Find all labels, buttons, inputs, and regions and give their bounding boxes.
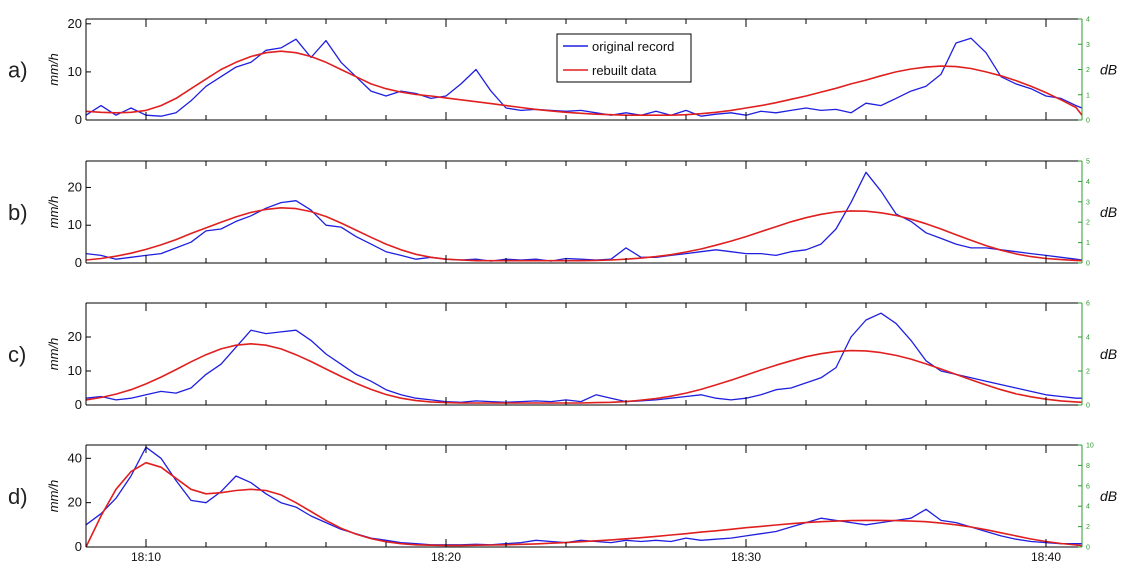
- legend: original record rebuilt data: [556, 33, 692, 83]
- panel-label: b): [8, 200, 28, 225]
- original-record-line: [85, 171, 1083, 262]
- y-tick-label: 0: [75, 255, 82, 270]
- rebuilt-data-line: [85, 207, 1083, 262]
- y-tick-label: 0: [75, 112, 82, 127]
- y-right-tick-label: 0: [1086, 261, 1090, 268]
- y-right-tick-label: 2: [1086, 524, 1090, 531]
- legend-box: [556, 33, 692, 83]
- panel-label: c): [8, 342, 26, 367]
- x-tick-label: 18:30: [731, 550, 761, 563]
- y-axis-label-right: dB: [1100, 346, 1117, 362]
- y-right-tick-label: 4: [1086, 179, 1090, 186]
- y-right-tick-label: 6: [1086, 483, 1090, 490]
- panel-d: 0 20 40 0 2 4 6 8 10 d) mm/h dB: [8, 443, 1117, 555]
- y-axis-label: mm/h: [46, 196, 61, 229]
- y-right-tick-label: 0: [1086, 118, 1090, 125]
- y-axis-label-right: dB: [1100, 488, 1117, 504]
- y-axis-label-right: dB: [1100, 62, 1117, 78]
- panel-c: 0 10 20 0 2 4 6 c) mm/h dB: [8, 301, 1117, 413]
- rebuilt-data-line: [85, 343, 1083, 404]
- legend-label-rebuilt: rebuilt data: [592, 63, 657, 78]
- y-tick-label: 0: [75, 397, 82, 412]
- y-axis-label: mm/h: [46, 480, 61, 513]
- y-tick-label: 20: [68, 179, 82, 194]
- panel-label: d): [8, 484, 28, 509]
- y-right-tick-label: 4: [1086, 504, 1090, 511]
- y-tick-label: 10: [68, 217, 82, 232]
- y-right-tick-label: 3: [1086, 199, 1090, 206]
- legend-label-original: original record: [592, 39, 674, 54]
- y-right-tick-label: 1: [1086, 92, 1090, 99]
- y-right-tick-label: 1: [1086, 240, 1090, 247]
- y-tick-label: 20: [68, 495, 82, 510]
- panel-b: 0 10 20 0 1 2 3 4 5 b) mm/h dB: [8, 159, 1117, 271]
- y-tick-label: 20: [68, 329, 82, 344]
- y-tick-label: 20: [68, 16, 82, 31]
- y-tick-label: 10: [68, 64, 82, 79]
- rebuilt-data-line: [85, 461, 1083, 548]
- y-tick-label: 0: [75, 539, 82, 554]
- y-right-tick-label: 6: [1086, 301, 1090, 308]
- rebuilt-data-line: [85, 50, 1083, 116]
- y-axis-label: mm/h: [46, 338, 61, 371]
- x-tick-label: 18:10: [131, 550, 161, 563]
- original-record-line: [85, 446, 1082, 546]
- x-tick-label: 18:40: [1031, 550, 1061, 563]
- y-right-tick-label: 2: [1086, 220, 1090, 227]
- y-right-tick-label: 4: [1086, 335, 1090, 342]
- y-axis-label: mm/h: [46, 53, 61, 86]
- y-axis-label-right: dB: [1100, 204, 1117, 220]
- panel-label: a): [8, 58, 28, 83]
- panel-a: 0 10 20 0 1 2 3 4 a) mm/h dB: [8, 16, 1117, 127]
- y-right-tick-label: 8: [1086, 463, 1090, 470]
- original-record-line: [85, 312, 1082, 403]
- y-right-tick-label: 2: [1086, 67, 1090, 74]
- y-right-tick-label: 10: [1086, 443, 1094, 450]
- y-tick-label: 10: [68, 363, 82, 378]
- y-right-tick-label: 3: [1086, 42, 1090, 49]
- y-right-tick-label: 0: [1086, 545, 1090, 552]
- y-tick-label: 40: [68, 450, 82, 465]
- x-tick-label: 18:20: [431, 550, 461, 563]
- y-right-tick-label: 4: [1086, 17, 1090, 24]
- y-right-tick-label: 0: [1086, 403, 1090, 410]
- y-right-tick-label: 2: [1086, 369, 1090, 376]
- original-record-line: [85, 37, 1083, 117]
- y-right-tick-label: 5: [1086, 159, 1090, 166]
